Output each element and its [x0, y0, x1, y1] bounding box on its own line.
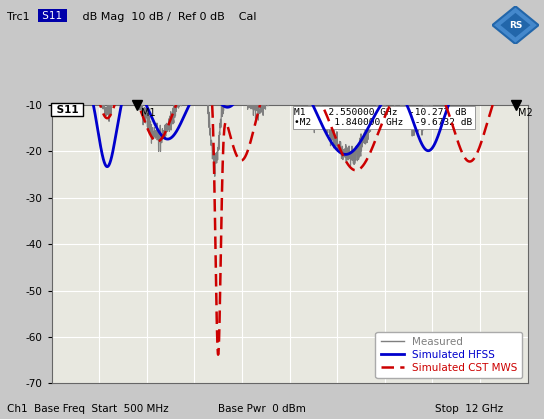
Text: Trc1: Trc1 — [7, 12, 29, 22]
Text: S11: S11 — [53, 105, 82, 115]
Text: Base Pwr  0 dBm: Base Pwr 0 dBm — [218, 404, 306, 414]
Legend: Measured, Simulated HFSS, Simulated CST MWS: Measured, Simulated HFSS, Simulated CST … — [375, 331, 522, 378]
Text: M1: M1 — [141, 109, 155, 118]
Text: RS: RS — [509, 21, 522, 30]
Text: dB Mag  10 dB /  Ref 0 dB    Cal: dB Mag 10 dB / Ref 0 dB Cal — [79, 12, 256, 22]
Text: M2: M2 — [518, 109, 533, 118]
Text: S11: S11 — [39, 11, 65, 21]
Text: Ch1  Base Freq  Start  500 MHz: Ch1 Base Freq Start 500 MHz — [7, 404, 168, 414]
Polygon shape — [492, 6, 539, 44]
Text: M1    2.550000 GHz  -10.277 dB
•M2    1.840000 GHz  -9.6732 dB: M1 2.550000 GHz -10.277 dB •M2 1.840000 … — [294, 108, 473, 127]
Text: Stop  12 GHz: Stop 12 GHz — [435, 404, 503, 414]
Polygon shape — [500, 13, 530, 37]
